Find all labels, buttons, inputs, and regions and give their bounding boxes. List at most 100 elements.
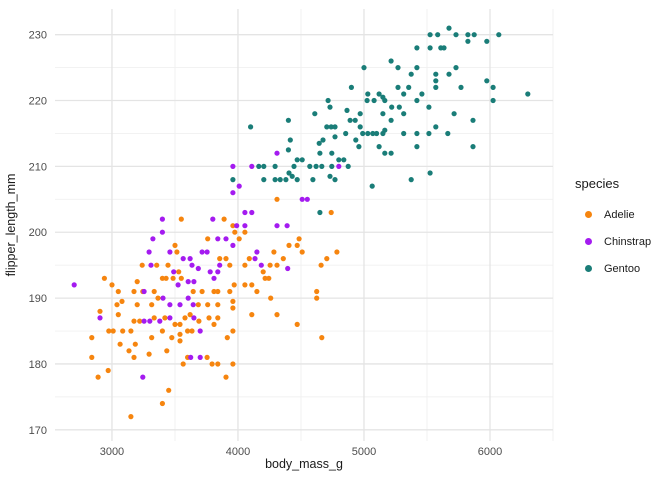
data-point-gentoo <box>261 163 267 169</box>
data-point-adelie <box>178 216 184 222</box>
data-point-chinstrap <box>197 354 203 360</box>
data-point-adelie <box>223 256 229 262</box>
data-point-gentoo <box>465 38 471 44</box>
data-point-gentoo <box>324 124 330 130</box>
data-point-gentoo <box>427 32 433 38</box>
legend-label: Adelie <box>604 208 635 221</box>
data-point-gentoo <box>312 111 318 117</box>
gentoo-dot-icon <box>585 265 592 272</box>
data-point-adelie <box>211 288 217 295</box>
data-point-chinstrap <box>190 302 196 308</box>
data-point-adelie <box>101 275 107 281</box>
data-point-gentoo <box>465 32 471 38</box>
data-point-adelie <box>215 288 221 295</box>
data-point-adelie <box>230 328 236 334</box>
data-point-chinstrap <box>254 249 260 255</box>
legend-title: species <box>575 176 620 191</box>
data-point-adelie <box>227 262 233 268</box>
legend-label: Gentoo <box>604 262 641 275</box>
data-point-chinstrap <box>304 196 310 202</box>
data-point-chinstrap <box>157 318 163 324</box>
data-point-gentoo <box>451 111 457 117</box>
data-point-gentoo <box>317 150 323 156</box>
data-point-adelie <box>319 335 325 341</box>
data-point-chinstrap <box>191 315 197 321</box>
data-point-gentoo <box>256 163 262 169</box>
data-point-gentoo <box>414 65 420 71</box>
data-point-gentoo <box>525 91 531 97</box>
legend-item-chinstrap[interactable]: Chinstrap <box>575 228 651 255</box>
data-point-adelie <box>172 321 178 327</box>
data-point-gentoo <box>328 124 334 130</box>
data-point-gentoo <box>389 104 395 110</box>
data-point-adelie <box>221 216 227 222</box>
data-point-adelie <box>211 321 217 327</box>
y-tick-label: 200 <box>29 227 47 239</box>
data-point-adelie <box>106 328 112 334</box>
y-axis-tick-labels: 170 180 190 200 210 220 230 <box>29 30 47 437</box>
data-point-adelie <box>230 223 236 229</box>
data-point-chinstrap <box>141 318 147 324</box>
data-point-gentoo <box>426 104 432 110</box>
data-point-adelie <box>205 236 211 242</box>
data-point-gentoo <box>325 97 331 104</box>
data-point-adelie <box>189 328 195 334</box>
data-point-chinstrap <box>180 256 186 262</box>
data-point-gentoo <box>433 78 439 84</box>
data-point-chinstrap <box>141 288 147 295</box>
data-point-gentoo <box>287 137 293 143</box>
data-point-chinstrap <box>230 190 236 196</box>
data-point-adelie <box>180 361 186 367</box>
data-point-gentoo <box>414 144 420 150</box>
data-point-adelie <box>230 305 236 311</box>
data-point-chinstrap <box>215 236 221 242</box>
data-point-adelie <box>163 275 169 281</box>
data-point-gentoo <box>329 163 335 169</box>
data-point-gentoo <box>426 130 432 137</box>
data-point-adelie <box>126 348 132 354</box>
data-point-adelie <box>296 236 302 242</box>
data-point-adelie <box>178 275 184 281</box>
data-point-adelie <box>105 367 111 374</box>
y-tick-label: 230 <box>29 30 47 42</box>
data-point-chinstrap <box>159 216 165 222</box>
data-point-adelie <box>223 374 229 380</box>
data-point-gentoo <box>353 137 359 143</box>
data-point-chinstrap <box>249 209 255 216</box>
data-point-chinstrap <box>146 249 152 255</box>
data-point-adelie <box>215 302 221 308</box>
legend-item-adelie[interactable]: Adelie <box>575 201 651 228</box>
data-point-chinstrap <box>236 183 242 189</box>
x-tick-label: 5000 <box>352 446 376 458</box>
data-point-gentoo <box>408 177 414 183</box>
data-point-chinstrap <box>210 216 216 222</box>
data-point-gentoo <box>388 58 394 64</box>
data-point-gentoo <box>471 32 477 38</box>
minor-gridlines <box>55 9 554 441</box>
data-point-chinstrap <box>97 315 103 321</box>
data-point-chinstrap <box>234 223 240 229</box>
data-point-adelie <box>206 315 212 321</box>
data-point-adelie <box>172 242 178 248</box>
data-point-gentoo <box>360 130 366 137</box>
data-point-adelie <box>137 318 143 324</box>
data-point-gentoo <box>230 177 236 183</box>
y-tick-label: 220 <box>29 96 47 108</box>
data-point-gentoo <box>408 71 414 77</box>
data-point-gentoo <box>341 157 347 163</box>
data-point-adelie <box>187 312 193 318</box>
data-point-gentoo <box>313 163 319 169</box>
data-point-adelie <box>334 249 340 255</box>
data-point-chinstrap <box>285 265 291 272</box>
data-point-chinstrap <box>211 275 217 281</box>
data-point-gentoo <box>414 130 420 137</box>
data-point-adelie <box>177 331 183 337</box>
data-point-adelie <box>182 315 188 321</box>
data-point-adelie <box>131 288 137 295</box>
data-point-chinstrap <box>188 354 194 360</box>
data-point-chinstrap <box>185 279 191 285</box>
data-point-adelie <box>205 302 211 308</box>
legend: species Adelie Chinstrap Gentoo <box>575 176 651 282</box>
legend-item-gentoo[interactable]: Gentoo <box>575 255 651 282</box>
